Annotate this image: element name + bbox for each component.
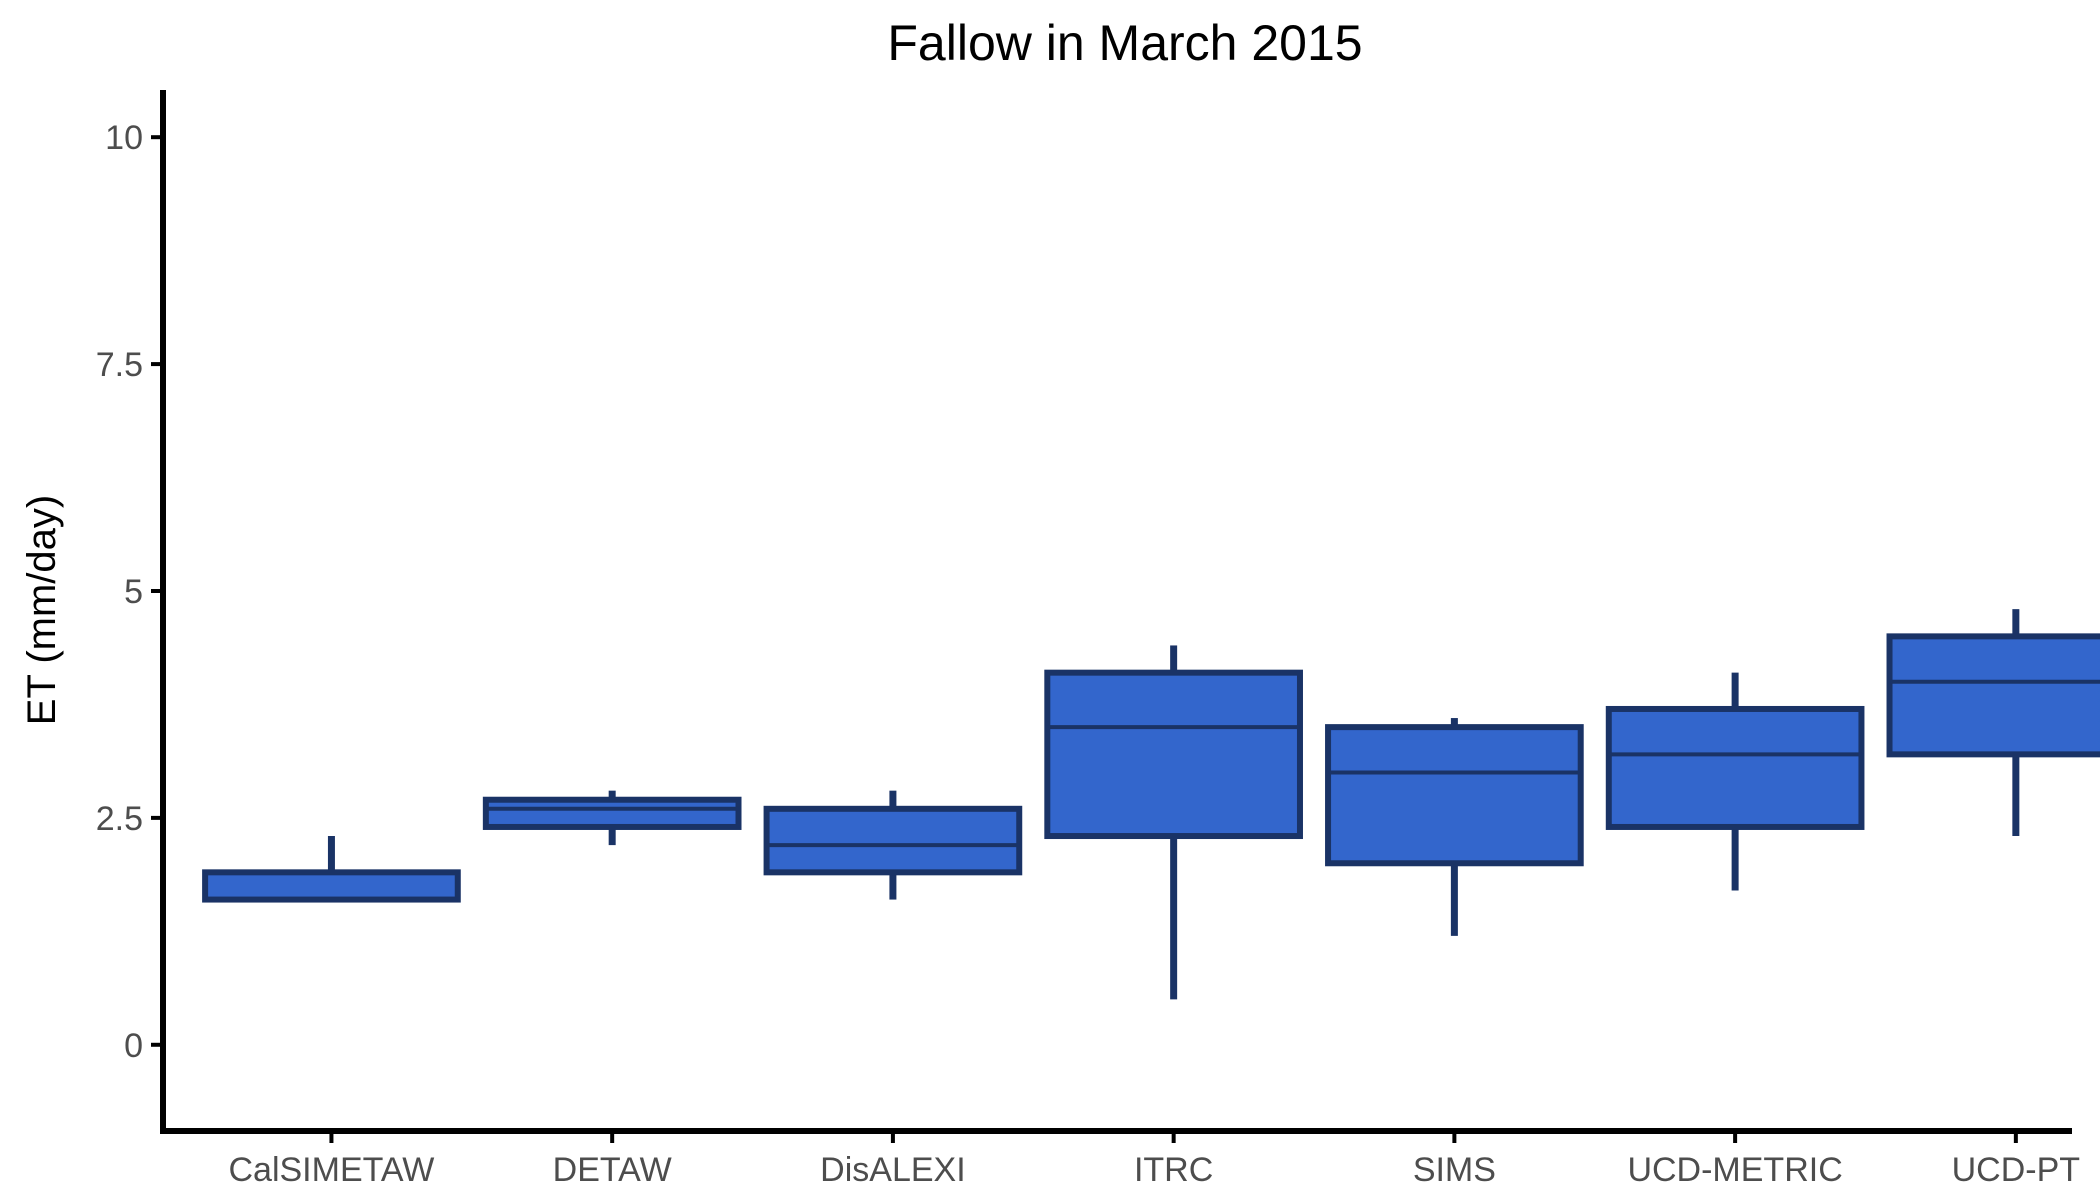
x-tick-label: UCD-METRIC [1627,1151,1842,1189]
box-iqr [1325,724,1584,867]
box-iqr [1044,669,1303,840]
box-itrc [1044,645,1303,1000]
x-tick-label: DETAW [553,1151,672,1189]
box-iqr [1605,705,1865,830]
y-tick-label: 2.5 [96,800,143,838]
box-calsimetaw [202,836,461,903]
y-tick-label: 5 [124,573,143,611]
x-tick-label: SIMS [1413,1151,1496,1189]
box-sims [1325,718,1584,936]
x-tick-label: CalSIMETAW [228,1151,434,1189]
box-iqr [1886,633,2100,758]
box-detaw [482,790,742,846]
x-tick-label: ITRC [1134,1151,1213,1189]
y-tick-label: 0 [124,1027,143,1065]
axes: 0 2.5 5 7.5 10 CalSIMETAW DETAW DisALEXI ITRC SIM… [96,90,2080,1189]
x-tick-label: DisALEXI [820,1151,966,1189]
box-ucd-metric [1605,672,1865,891]
y-tick-label: 7.5 [96,346,143,384]
plot-area [202,609,2100,1000]
box-iqr [202,869,461,903]
chart-title: Fallow in March 2015 [887,15,1362,71]
box-iqr [482,796,742,830]
box-ucd-pt [1886,609,2100,837]
x-tick-label: UCD-PT [1952,1151,2080,1189]
box-iqr [763,805,1023,876]
y-axis-title: ET (mm/day) [20,495,64,725]
y-tick-label: 10 [105,119,143,157]
box-disalexi [763,790,1023,900]
